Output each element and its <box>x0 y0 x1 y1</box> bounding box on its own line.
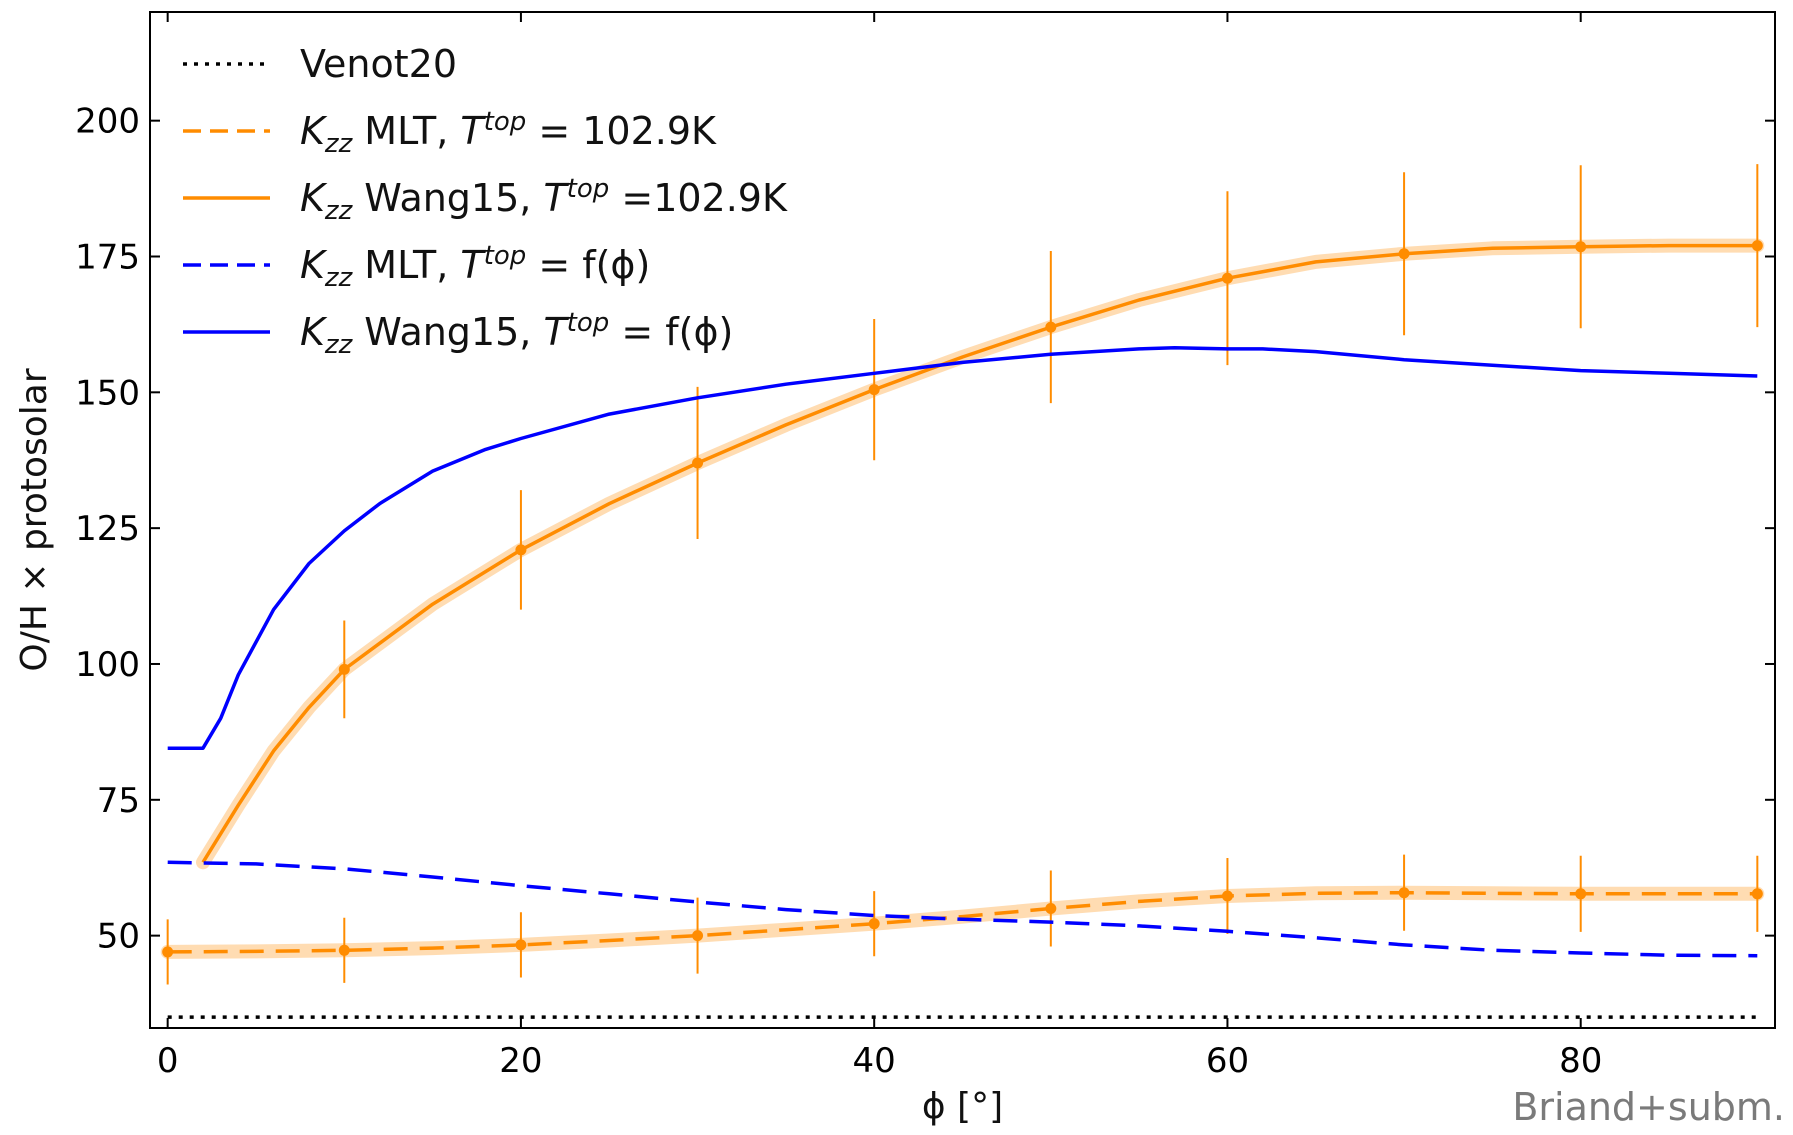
y-tick-label: 100 <box>75 645 140 685</box>
y-axis-label: O/H × protosolar <box>14 368 55 671</box>
data-point <box>162 946 174 958</box>
data-point <box>1398 248 1410 260</box>
data-point <box>868 918 880 930</box>
data-point <box>692 930 704 942</box>
data-point <box>1398 887 1410 899</box>
data-point <box>515 544 527 556</box>
series-layer <box>160 164 1765 1019</box>
series-line <box>167 346 1758 750</box>
x-tick-label: 0 <box>157 1041 179 1081</box>
plot-frame <box>149 11 1776 1029</box>
legend-entry-label: Venot20 <box>300 42 457 86</box>
data-point <box>1751 240 1763 252</box>
data-point <box>338 663 350 675</box>
series-4 <box>167 346 1758 750</box>
legend: Venot20 Kzz MLT, Ttop = 102.9K Kzz Wang15,… <box>183 42 788 360</box>
data-point <box>1045 902 1057 914</box>
series-2 <box>196 164 1765 870</box>
y-tick-label: 125 <box>75 509 140 549</box>
y-tick-label: 150 <box>75 373 140 413</box>
x-axis-label: ϕ [°] <box>922 1086 1003 1127</box>
series-line <box>167 860 1758 958</box>
legend-entry-label: Kzz Wang15, Ttop =102.9K <box>300 174 788 226</box>
x-tick-label: 60 <box>1206 1041 1249 1081</box>
plot-area <box>149 11 1776 1029</box>
x-axis: 0 20 40 60 80 <box>157 12 1602 1081</box>
data-point <box>1221 272 1233 284</box>
y-tick-label: 50 <box>97 917 140 957</box>
legend-entry-label: Kzz Wang15, Ttop = f(ϕ) <box>300 308 733 360</box>
y-tick-label: 200 <box>75 102 140 142</box>
series-line <box>167 890 1758 954</box>
y-tick-label: 175 <box>75 237 140 277</box>
series-3 <box>167 860 1758 958</box>
x-tick-label: 40 <box>853 1041 896 1081</box>
data-point <box>1575 888 1587 900</box>
y-tick-label: 75 <box>97 781 140 821</box>
data-point <box>338 944 350 956</box>
y-axis: 50 75 100 125 150 175 200 <box>75 102 1775 957</box>
data-point <box>1751 888 1763 900</box>
series-1 <box>160 854 1765 985</box>
legend-entry-label: Kzz MLT, Ttop = 102.9K <box>300 107 717 159</box>
data-point <box>515 939 527 951</box>
x-tick-label: 20 <box>499 1041 542 1081</box>
data-point <box>1221 890 1233 902</box>
data-point <box>868 384 880 396</box>
data-point <box>1575 241 1587 253</box>
x-tick-label: 80 <box>1559 1041 1602 1081</box>
legend-entry-label: Kzz MLT, Ttop = f(ϕ) <box>300 241 650 293</box>
series-band <box>160 885 1765 959</box>
data-point <box>692 457 704 469</box>
data-point <box>1045 321 1057 333</box>
credit-text: Briand+subm. <box>1512 1085 1785 1129</box>
